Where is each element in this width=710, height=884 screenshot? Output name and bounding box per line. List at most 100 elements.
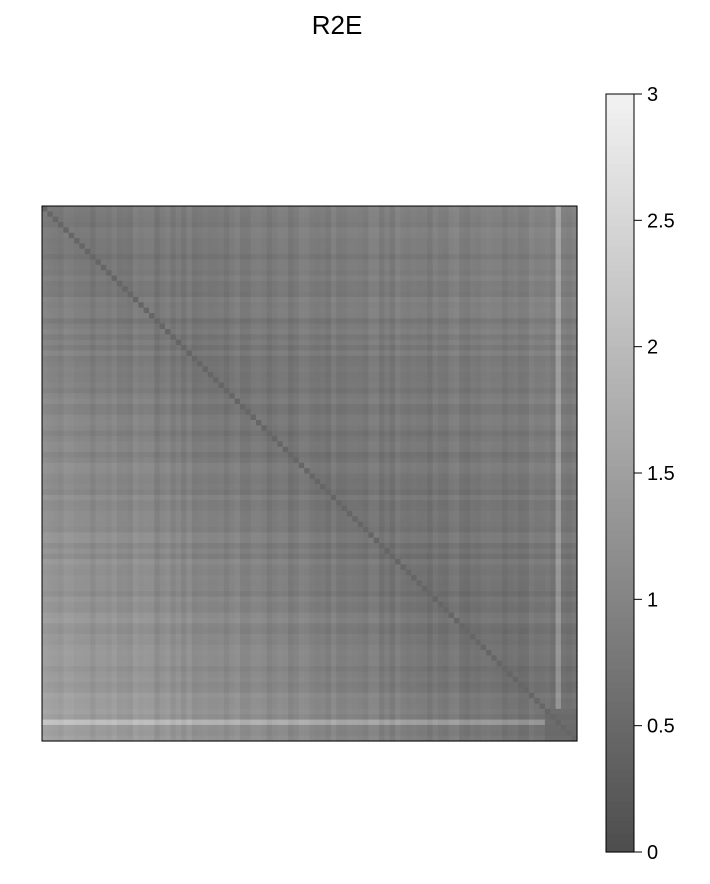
heatmap-cell: [453, 377, 460, 384]
heatmap-cell: [127, 243, 134, 250]
heatmap-cell: [256, 206, 262, 212]
heatmap-cell: [63, 270, 70, 277]
heatmap-cell: [127, 425, 134, 432]
heatmap-cell: [550, 339, 557, 346]
heatmap-cell: [491, 216, 498, 223]
heatmap-cell: [443, 339, 450, 346]
heatmap-cell: [507, 452, 514, 459]
heatmap-cell: [314, 259, 321, 266]
heatmap-cell: [116, 387, 123, 394]
heatmap-cell: [191, 280, 198, 287]
heatmap-cell: [63, 211, 70, 218]
heatmap-cell: [239, 280, 246, 287]
heatmap-cell: [539, 222, 546, 228]
heatmap-cell: [58, 302, 64, 309]
heatmap-cell: [213, 377, 220, 384]
heatmap-cell: [154, 302, 161, 309]
heatmap-cell: [432, 393, 439, 400]
heatmap-cell: [544, 387, 551, 394]
heatmap-cell: [363, 339, 369, 346]
heatmap-cell: [47, 414, 54, 421]
heatmap-cell: [111, 398, 118, 405]
heatmap-cell: [341, 350, 348, 357]
heatmap-cell: [502, 366, 509, 373]
heatmap-cell: [325, 403, 332, 410]
heatmap-cell: [411, 318, 418, 325]
heatmap-cell: [229, 441, 236, 448]
heatmap-cell: [272, 280, 278, 287]
heatmap-cell: [432, 414, 439, 421]
heatmap-cell: [293, 345, 300, 352]
heatmap-cell: [363, 446, 369, 453]
heatmap-cell: [116, 355, 123, 362]
heatmap-cell: [539, 211, 546, 218]
heatmap-cell: [560, 232, 567, 239]
heatmap-cell: [191, 441, 198, 448]
heatmap-cell: [149, 446, 155, 453]
heatmap-cell: [122, 452, 129, 459]
heatmap-cell: [304, 254, 311, 261]
heatmap-cell: [325, 286, 332, 293]
heatmap-cell: [486, 339, 492, 346]
heatmap-cell: [507, 259, 514, 266]
heatmap-cell: [143, 334, 150, 341]
heatmap-cell: [234, 387, 241, 394]
heatmap-cell: [111, 409, 118, 416]
heatmap-cell: [491, 398, 498, 405]
heatmap-cell: [207, 243, 214, 250]
heatmap-cell: [539, 403, 546, 410]
heatmap-cell: [443, 468, 450, 475]
heatmap-cell: [518, 446, 525, 453]
heatmap-cell: [330, 377, 337, 384]
heatmap-cell: [379, 216, 385, 223]
heatmap-cell: [448, 414, 455, 421]
heatmap-cell: [202, 248, 209, 255]
heatmap-cell: [181, 296, 188, 303]
heatmap-cell: [544, 318, 551, 325]
heatmap-cell: [346, 222, 353, 228]
heatmap-cell: [427, 420, 434, 426]
heatmap-cell: [293, 457, 300, 464]
heatmap-cell: [373, 420, 380, 426]
heatmap-cell: [90, 393, 97, 400]
heatmap-cell: [571, 259, 578, 266]
heatmap-cell: [197, 409, 204, 416]
heatmap-cell: [480, 457, 487, 464]
heatmap-cell: [405, 345, 412, 352]
heatmap-cell: [250, 371, 257, 378]
heatmap-cell: [234, 286, 241, 293]
heatmap-cell: [186, 286, 193, 293]
heatmap-cell: [470, 227, 476, 234]
heatmap-cell: [213, 339, 220, 346]
heatmap-cell: [122, 313, 129, 319]
heatmap-cell: [95, 398, 102, 405]
heatmap-cell: [320, 361, 327, 368]
heatmap-cell: [314, 361, 321, 368]
heatmap-cell: [346, 259, 353, 266]
heatmap-cell: [100, 211, 107, 218]
heatmap-cell: [223, 216, 230, 223]
heatmap-cell: [207, 468, 214, 475]
heatmap-cell: [68, 339, 75, 346]
heatmap-cell: [223, 425, 230, 432]
heatmap-cell: [143, 414, 150, 421]
heatmap-cell: [84, 398, 91, 405]
heatmap-cell: [373, 259, 380, 266]
heatmap-cell: [132, 307, 139, 314]
heatmap-cell: [42, 291, 48, 298]
heatmap-cell: [330, 334, 337, 341]
heatmap-cell: [298, 270, 305, 277]
heatmap-cell: [518, 398, 525, 405]
heatmap-cell: [79, 393, 86, 400]
heatmap-cell: [207, 398, 214, 405]
heatmap-cell: [122, 323, 129, 330]
heatmap-cell: [400, 216, 407, 223]
heatmap-cell: [437, 222, 444, 228]
heatmap-cell: [197, 329, 204, 335]
heatmap-cell: [443, 425, 450, 432]
heatmap-cell: [507, 355, 514, 362]
heatmap-cell: [245, 468, 252, 475]
heatmap-cell: [560, 259, 567, 266]
heatmap-cell: [314, 387, 321, 394]
heatmap-cell: [373, 414, 380, 421]
